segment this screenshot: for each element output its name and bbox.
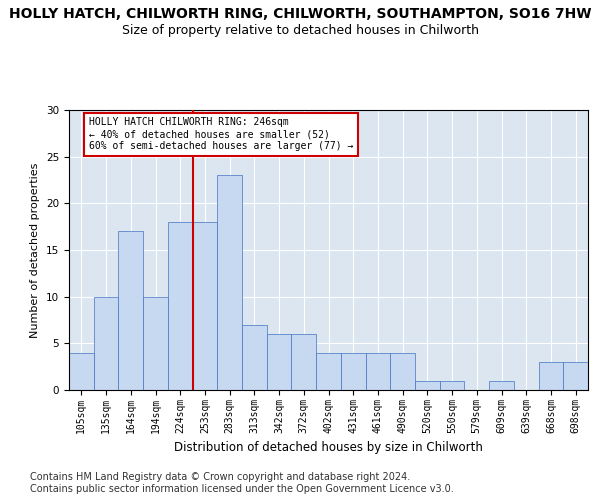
Text: HOLLY HATCH, CHILWORTH RING, CHILWORTH, SOUTHAMPTON, SO16 7HW: HOLLY HATCH, CHILWORTH RING, CHILWORTH, … [9,8,591,22]
Bar [365,352,390,390]
Bar [415,380,440,390]
Text: Contains public sector information licensed under the Open Government Licence v3: Contains public sector information licen… [30,484,454,494]
Text: Contains HM Land Registry data © Crown copyright and database right 2024.: Contains HM Land Registry data © Crown c… [30,472,410,482]
Bar [390,352,415,390]
X-axis label: Distribution of detached houses by size in Chilworth: Distribution of detached houses by size … [174,441,483,454]
Bar [292,334,316,390]
Bar [94,296,118,390]
Bar [539,362,563,390]
Text: HOLLY HATCH CHILWORTH RING: 246sqm
← 40% of detached houses are smaller (52)
60%: HOLLY HATCH CHILWORTH RING: 246sqm ← 40%… [89,118,353,150]
Bar [168,222,193,390]
Bar [217,176,242,390]
Bar [316,352,341,390]
Bar [267,334,292,390]
Bar [69,352,94,390]
Text: Size of property relative to detached houses in Chilworth: Size of property relative to detached ho… [121,24,479,37]
Bar [118,232,143,390]
Y-axis label: Number of detached properties: Number of detached properties [31,162,40,338]
Bar [563,362,588,390]
Bar [242,324,267,390]
Bar [440,380,464,390]
Bar [489,380,514,390]
Bar [341,352,365,390]
Bar [193,222,217,390]
Bar [143,296,168,390]
